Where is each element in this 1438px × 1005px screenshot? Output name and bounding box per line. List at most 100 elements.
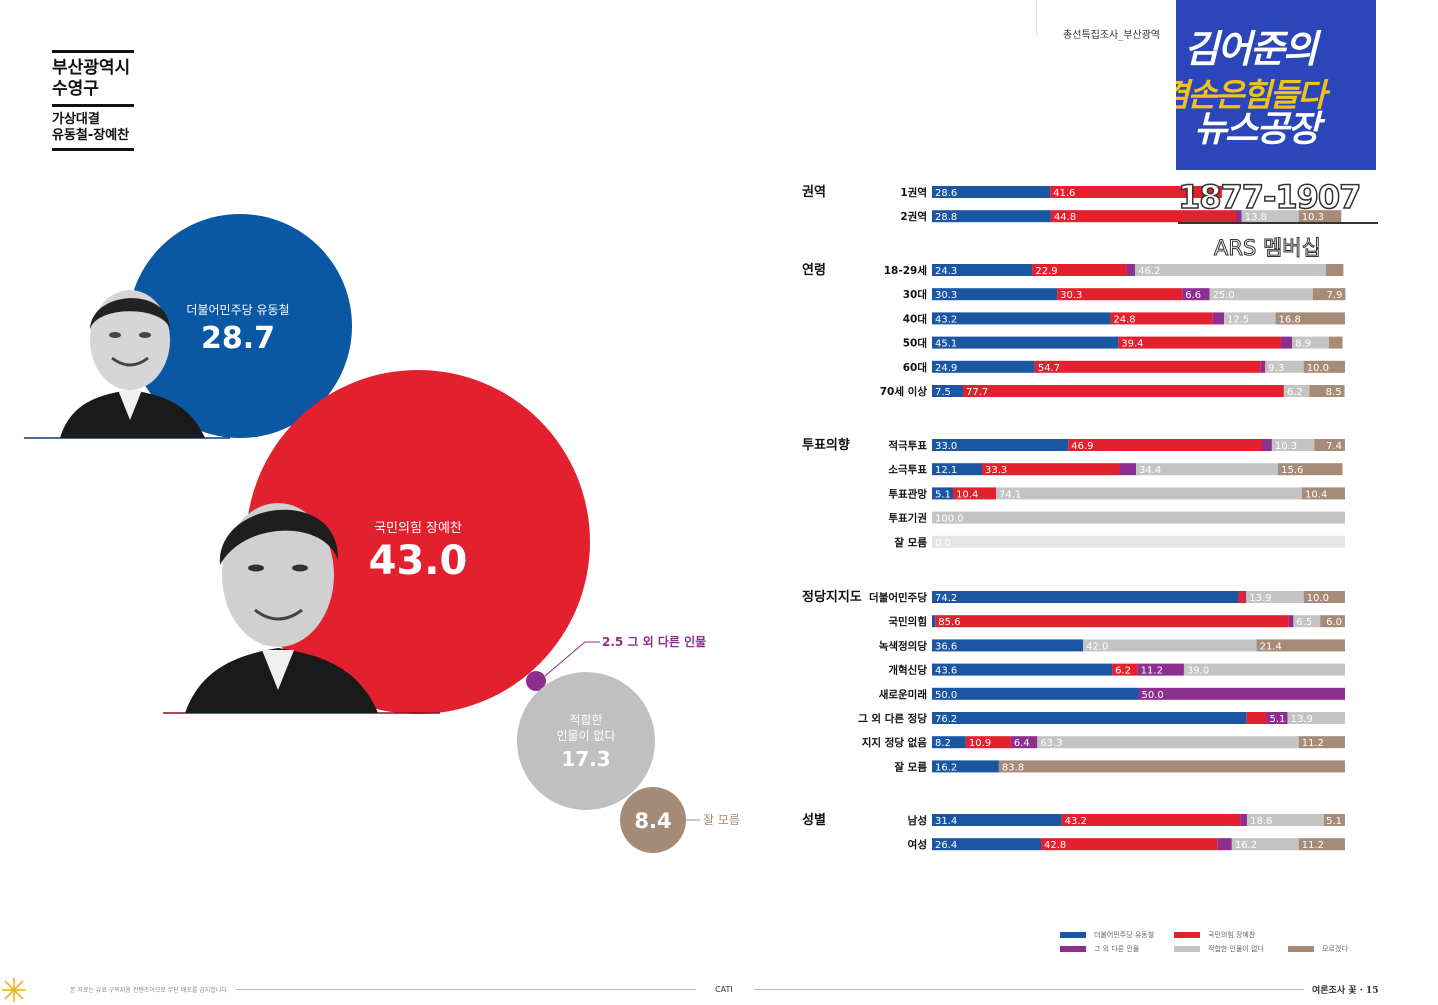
legend-label: 모르겠다 <box>1322 945 1348 953</box>
bar-value-label: 9.3 <box>1268 363 1284 374</box>
bubble-dk-label: 잘 모름 <box>703 813 740 827</box>
chart-legend: 더불어민주당 유동철 국민의힘 장예찬 그 외 다른 인물 적합한 인물이 없다 모르겠… <box>1060 930 1360 960</box>
bar-value-label: 83.8 <box>1002 762 1024 773</box>
bar-segment-dk <box>1309 385 1345 397</box>
bar-segment-other <box>1280 336 1293 349</box>
bar-segment-dk <box>1314 439 1345 451</box>
bar-value-label: 43.2 <box>935 314 957 325</box>
bar-value-label: 13.9 <box>1249 593 1271 604</box>
bar-value-label: 8.9 <box>1295 339 1311 350</box>
overlay-phone-rule <box>1178 222 1378 224</box>
bar-segment-dem <box>932 591 1239 603</box>
row-label: 1권역 <box>900 186 927 199</box>
bar-segment-none <box>1083 639 1257 652</box>
bar-segment-other <box>1261 439 1272 451</box>
title-rule-bottom <box>52 148 134 151</box>
bar-value-label: 39.0 <box>1187 666 1209 677</box>
bar-segment-dk <box>1298 736 1345 749</box>
bar-value-label: 76.2 <box>935 714 957 725</box>
row-label: 투표관망 <box>888 487 927 500</box>
bar-value-label: 85.6 <box>938 617 960 628</box>
bar-segment-ppp <box>1110 312 1213 325</box>
bar-segment-dk <box>1298 210 1342 223</box>
bar-segment-dem <box>932 663 1113 676</box>
bar-value-label: 5.1 <box>1326 816 1342 827</box>
bar-value-label: 5.1 <box>1270 714 1286 725</box>
bar-segment-dk <box>1303 591 1345 603</box>
bubble-none-label-2: 인물이 없다 <box>556 729 615 743</box>
bar-segment-ppp <box>1118 336 1281 349</box>
bar-segment-dk <box>1256 639 1345 652</box>
bar-segment-ppp <box>1112 663 1138 676</box>
bar-segment-dem <box>932 186 1051 198</box>
row-label: 70세 이상 <box>880 385 928 398</box>
bar-value-label: 8.2 <box>935 738 951 749</box>
bar-segment-dem <box>932 210 1051 223</box>
bubble-dk-value: 8.4 <box>634 809 671 833</box>
bubble-ppp-value: 43.0 <box>369 538 468 584</box>
bar-segment-dem <box>932 264 1033 276</box>
bar-segment-ppp <box>1068 439 1262 451</box>
bar-segment-none <box>1231 838 1299 851</box>
bar-segment-other <box>1217 838 1232 851</box>
bar-segment-dem <box>932 639 1084 652</box>
bar-segment-other <box>1119 463 1137 476</box>
bubble-other-leader <box>544 641 600 677</box>
overlay-ars: ARS 멤버십 <box>1214 236 1322 261</box>
footer-method: CATI <box>715 985 733 994</box>
subtitle-line-2: 유동철-장예찬 <box>52 128 130 143</box>
legend-label: 적합한 인물이 없다 <box>1208 945 1264 953</box>
bar-segment-none <box>1246 591 1304 603</box>
bar-value-label: 16.2 <box>935 762 957 773</box>
bar-value-label: 24.3 <box>935 266 957 277</box>
bar-value-label: 5.1 <box>935 489 951 500</box>
bar-value-label: 11.2 <box>1141 666 1163 677</box>
bar-value-label: 10.0 <box>1307 363 1329 374</box>
bar-segment-ppp <box>1061 814 1241 826</box>
bar-value-label: 12.1 <box>935 465 957 476</box>
bar-segment-other <box>1138 687 1345 700</box>
row-label: 18-29세 <box>884 264 927 277</box>
bar-segment-other <box>1240 814 1248 826</box>
bubble-none-value: 17.3 <box>561 747 610 771</box>
title-rule-top <box>52 50 134 53</box>
bar-value-label: 10.3 <box>1302 212 1324 223</box>
bar-segment-ppp <box>981 463 1120 476</box>
row-label: 소극투표 <box>888 464 927 476</box>
bar-value-label: 22.9 <box>1035 266 1057 277</box>
bubble-none-label-1: 적합한 <box>569 713 602 727</box>
bar-segment-none <box>1223 312 1276 325</box>
legend-item-dk: 모르겠다 <box>1288 944 1348 954</box>
bar-segment-dk <box>1328 336 1343 349</box>
bar-segment-dem <box>932 814 1062 826</box>
bar-value-label: 26.4 <box>935 840 957 851</box>
bar-segment-other <box>1266 712 1288 724</box>
bar-value-label: 15.6 <box>1281 465 1303 476</box>
row-label: 그 외 다른 정당 <box>858 712 927 725</box>
bar-value-label: 41.6 <box>1053 188 1075 199</box>
bar-value-label: 33.0 <box>935 441 957 452</box>
legend-label: 더불어민주당 유동철 <box>1094 931 1155 939</box>
overlay-line-1: 김어준의 <box>1184 27 1318 71</box>
bar-value-label: 31.4 <box>935 816 957 827</box>
bar-value-label: 21.4 <box>1260 641 1282 652</box>
bar-segment-none <box>1287 712 1345 724</box>
legend-swatch <box>1060 932 1086 938</box>
bar-segment-dem <box>932 487 954 500</box>
bar-value-label: 6.0 <box>1326 617 1342 628</box>
bar-segment-ppp <box>1032 264 1127 276</box>
bar-value-label: 16.2 <box>1235 840 1257 851</box>
bar-value-label: 10.0 <box>1307 593 1329 604</box>
bubble-ppp-label: 국민의힘 장예찬 <box>374 521 462 536</box>
bar-value-label: 16.8 <box>1279 314 1301 325</box>
bar-segment-ppp <box>965 736 1011 749</box>
bar-value-label: 6.2 <box>1115 666 1131 677</box>
footer-rule-left <box>236 989 696 990</box>
bar-segment-ppp <box>1238 591 1246 603</box>
bar-value-label: 10.3 <box>1275 441 1297 452</box>
bar-segment-none <box>1283 385 1310 397</box>
bar-segment-other <box>1288 615 1294 628</box>
bar-value-label: 28.8 <box>935 212 957 223</box>
bar-segment-dem <box>932 736 966 749</box>
bar-segment-dk <box>1275 312 1345 325</box>
